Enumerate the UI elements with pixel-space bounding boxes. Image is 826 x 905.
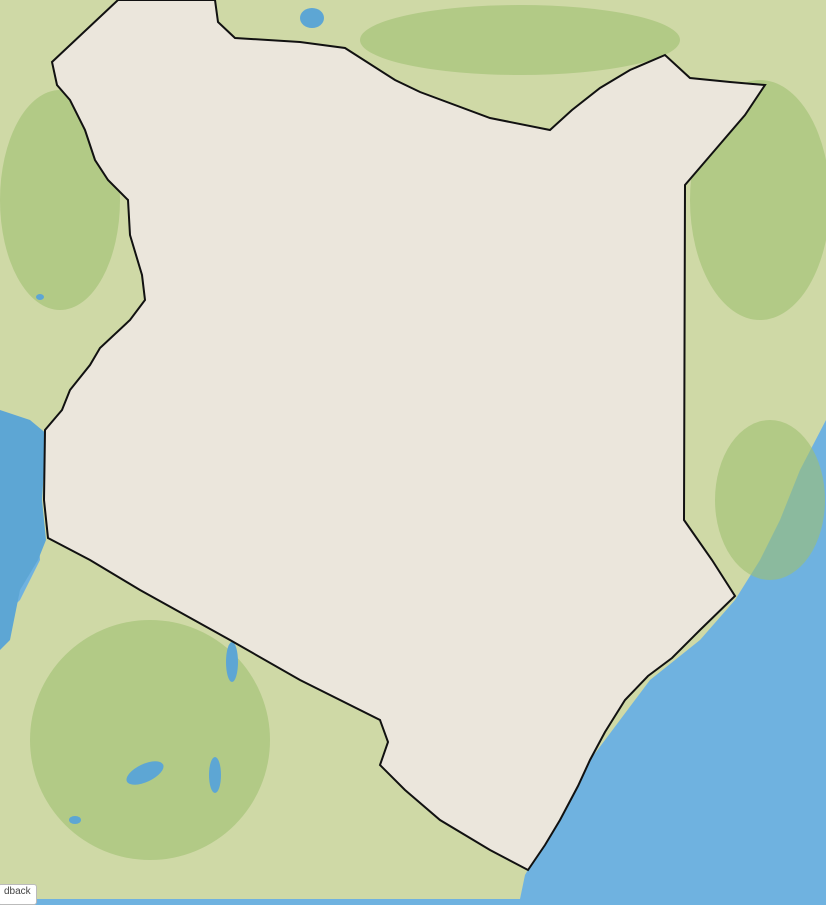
forest-patch-south <box>30 620 270 860</box>
lake-natron <box>226 642 238 682</box>
lake-south-1 <box>126 761 164 785</box>
forest-patch-north <box>360 5 680 75</box>
lake-south-2 <box>209 757 221 793</box>
lake-south-3 <box>69 816 81 824</box>
lake-west-small <box>36 294 44 300</box>
feedback-button[interactable]: dback <box>0 884 37 905</box>
lake-north-1 <box>300 8 324 28</box>
lake-victoria <box>0 410 48 650</box>
forest-patch-coast <box>715 420 825 580</box>
